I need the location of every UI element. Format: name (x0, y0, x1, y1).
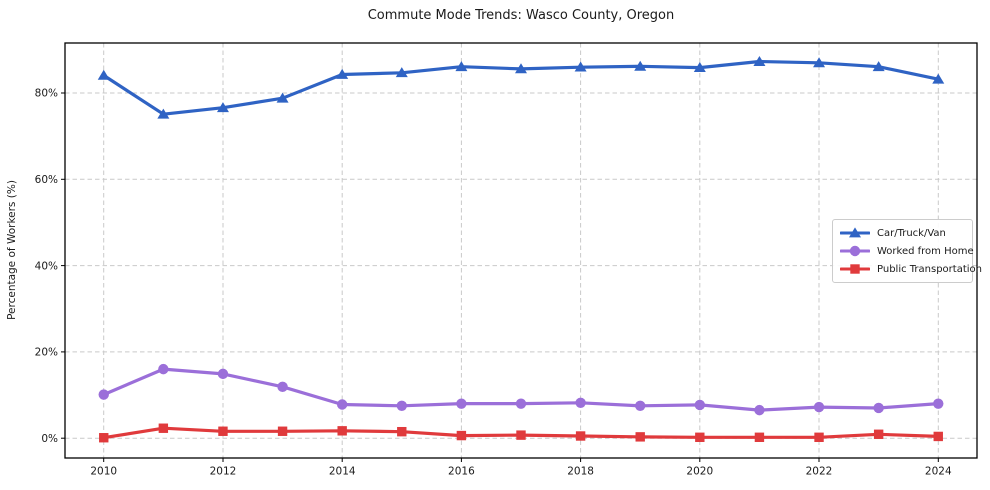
y-tick-label: 20% (35, 347, 58, 359)
x-tick-label: 2012 (210, 466, 237, 478)
marker-circle-worked-from-home (635, 400, 646, 412)
marker-triangle-car-truck-van (753, 55, 766, 66)
y-tick-label: 60% (35, 174, 58, 186)
x-tick-label: 2014 (329, 466, 356, 478)
x-tick-label: 2024 (925, 466, 952, 478)
plot-border (64, 42, 978, 459)
marker-circle-worked-from-home (217, 368, 229, 380)
marker-triangle-car-truck-van (276, 92, 289, 103)
legend-circle-sample-icon (840, 245, 870, 257)
marker-square-public-transportation (99, 433, 109, 443)
marker-triangle-car-truck-van (693, 61, 706, 72)
marker-triangle-car-truck-van (157, 108, 170, 119)
legend-triangle-sample-icon (840, 227, 870, 238)
marker-square-public-transportation (575, 431, 586, 441)
marker-square-public-transportation (695, 432, 705, 442)
marker-circle-worked-from-home (754, 404, 765, 416)
legend-label: Car/Truck/Van (877, 227, 946, 239)
marker-square-public-transportation (277, 426, 288, 436)
marker-square-public-transportation (397, 426, 407, 437)
x-tick-label: 2016 (448, 466, 475, 478)
legend-square-sample-icon (840, 264, 870, 274)
marker-square-public-transportation (873, 429, 884, 439)
legend-item-public-transportation: Public Transportation (840, 260, 982, 278)
y-tick-label: 80% (35, 88, 58, 100)
marker-square-public-transportation (516, 430, 526, 440)
marker-triangle-car-truck-van (216, 102, 229, 113)
x-tick-label: 2020 (686, 466, 713, 478)
legend-item-car-truck-van: Car/Truck/Van (840, 224, 966, 242)
marker-circle-worked-from-home (515, 398, 527, 409)
marker-circle-worked-from-home (98, 389, 109, 400)
legend-sample-marker (849, 245, 861, 257)
marker-triangle-car-truck-van (932, 73, 945, 84)
marker-circle-worked-from-home (575, 397, 586, 408)
marker-square-public-transportation (337, 426, 347, 436)
marker-circle-worked-from-home (873, 402, 884, 414)
marker-triangle-car-truck-van (515, 63, 527, 74)
x-tick-label: 2018 (567, 466, 594, 478)
marker-square-public-transportation (814, 432, 824, 442)
marker-square-public-transportation (754, 432, 765, 442)
marker-triangle-car-truck-van (574, 61, 587, 72)
y-tick-label: 40% (35, 260, 58, 272)
legend-sample-marker (849, 227, 861, 238)
marker-square-public-transportation (158, 423, 169, 433)
legend-label: Public Transportation (877, 263, 982, 275)
marker-square-public-transportation (933, 431, 943, 442)
chart-title: Commute Mode Trends: Wasco County, Orego… (367, 8, 675, 23)
legend: Car/Truck/Van Worked from Home Public Tran… (832, 219, 982, 283)
marker-triangle-car-truck-van (97, 69, 110, 80)
marker-triangle-car-truck-van (455, 61, 468, 72)
marker-circle-worked-from-home (277, 381, 288, 393)
legend-sample-marker (850, 264, 860, 274)
marker-triangle-car-truck-van (872, 61, 885, 72)
marker-circle-worked-from-home (813, 401, 825, 413)
marker-square-public-transportation (635, 432, 645, 442)
y-tick-label: 0% (41, 433, 58, 445)
x-tick-label: 2010 (90, 466, 117, 478)
marker-circle-worked-from-home (158, 363, 169, 375)
legend-item-worked-from-home: Worked from Home (840, 242, 974, 260)
marker-square-public-transportation (456, 430, 467, 441)
marker-circle-worked-from-home (933, 398, 944, 409)
x-tick-label: 2022 (806, 466, 833, 478)
marker-triangle-car-truck-van (395, 67, 408, 78)
marker-triangle-car-truck-van (813, 57, 826, 68)
marker-circle-worked-from-home (694, 399, 706, 411)
marker-circle-worked-from-home (336, 399, 348, 410)
marker-circle-worked-from-home (456, 398, 467, 409)
legend-label: Worked from Home (877, 245, 974, 257)
marker-triangle-car-truck-van (336, 68, 349, 79)
marker-circle-worked-from-home (396, 400, 407, 412)
marker-triangle-car-truck-van (634, 60, 647, 71)
marker-square-public-transportation (218, 426, 228, 436)
